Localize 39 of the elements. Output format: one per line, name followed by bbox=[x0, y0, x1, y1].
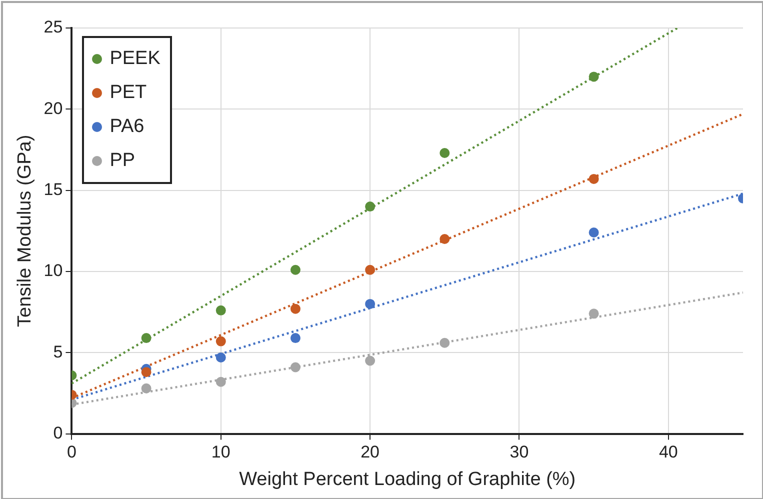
point bbox=[365, 202, 376, 212]
point bbox=[216, 305, 226, 316]
point bbox=[365, 298, 376, 309]
point bbox=[290, 264, 300, 275]
point bbox=[588, 72, 599, 82]
point bbox=[440, 148, 450, 158]
x-tick-label: 10 bbox=[211, 442, 230, 462]
y-axis-title: Tensile Modulus (GPa) bbox=[14, 134, 36, 327]
point bbox=[141, 333, 152, 344]
point bbox=[290, 362, 300, 372]
point bbox=[216, 376, 226, 387]
legend-label: PA6 bbox=[110, 116, 144, 138]
point bbox=[290, 333, 300, 344]
x-tick-label: 20 bbox=[360, 442, 380, 462]
x-axis-title: Weight Percent Loading of Graphite (%) bbox=[239, 468, 576, 490]
y-tick-label: 0 bbox=[53, 423, 63, 442]
y-tick-label: 5 bbox=[53, 342, 63, 362]
x-tick-label: 40 bbox=[658, 442, 678, 462]
x-tick-label: 30 bbox=[510, 442, 529, 462]
point bbox=[440, 234, 450, 244]
y-tick-label: 25 bbox=[44, 18, 63, 37]
point bbox=[141, 367, 152, 378]
y-tick-label: 10 bbox=[44, 261, 63, 280]
legend-label: PEEK bbox=[110, 48, 160, 70]
x-tick-label: 0 bbox=[66, 442, 76, 462]
point bbox=[216, 336, 226, 346]
point bbox=[588, 174, 599, 184]
point bbox=[365, 356, 376, 366]
y-tick-label: 20 bbox=[44, 98, 63, 118]
legend-label: PP bbox=[110, 150, 136, 172]
point bbox=[440, 338, 450, 348]
point bbox=[216, 352, 226, 363]
point bbox=[588, 228, 599, 238]
legend-label: PET bbox=[110, 82, 147, 104]
point bbox=[365, 264, 376, 275]
point bbox=[588, 308, 599, 319]
point bbox=[141, 383, 152, 394]
point bbox=[290, 304, 300, 314]
y-tick-label: 15 bbox=[44, 180, 63, 200]
